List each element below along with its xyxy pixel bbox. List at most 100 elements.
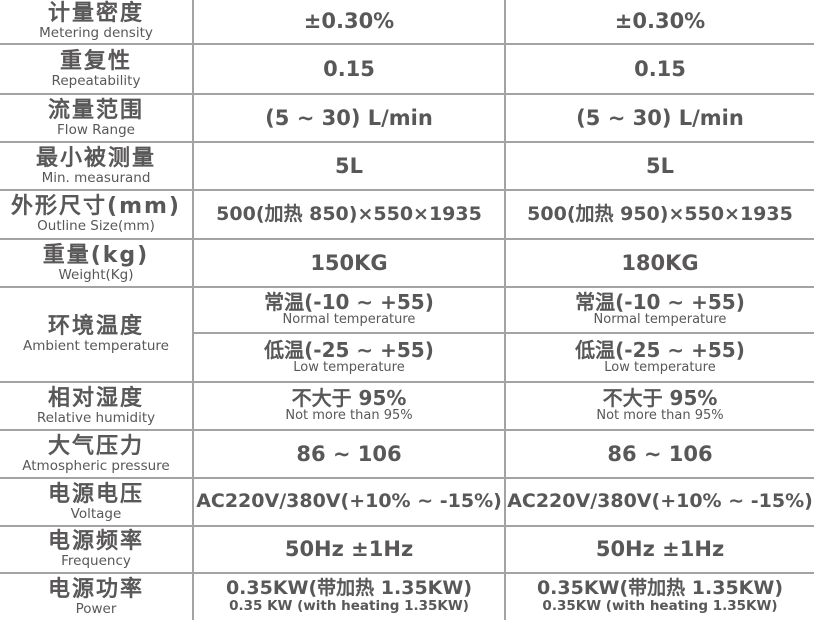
value-main: 低温(-25 ∼ +55): [575, 337, 745, 362]
row-label-en: Atmospheric pressure: [22, 457, 170, 474]
row-label-zh: 电源功率: [47, 576, 144, 602]
row-label-en: Repeatability: [51, 72, 141, 89]
value-sub: 0.35 KW (with heating 1.35KW): [229, 598, 469, 615]
row-label: 计量密度 Metering density: [0, 0, 192, 43]
value-cell-model2: 500(加热 950)×550×1935: [504, 191, 814, 238]
value-cell-model1: (5 ∼ 30) L/min: [192, 95, 504, 141]
value-cell-model1: 不大于 95% Not more than 95%: [192, 383, 504, 429]
row-label: 大气压力 Atmospheric pressure: [0, 431, 192, 477]
value-main: 500(加热 950)×550×1935: [527, 202, 793, 225]
value-cell-model2: 50Hz ±1Hz: [504, 527, 814, 572]
row-label-en: Min. measurand: [41, 169, 151, 186]
spec-row-min-measurand: 最小被测量 Min. measurand 5L 5L: [0, 143, 814, 191]
normal-temperature-subrow: 常温(-10 ∼ +55) Normal temperature 常温(-10 …: [192, 288, 814, 335]
row-label-zh: 大气压力: [47, 433, 144, 459]
spec-row-ambient-temperature: 环境温度 Ambient temperature 常温(-10 ∼ +55) N…: [0, 288, 814, 383]
value-cell-model1: 常温(-10 ∼ +55) Normal temperature: [192, 288, 504, 333]
value-cell-model2: 180KG: [504, 240, 814, 286]
row-label: 电源电压 Voltage: [0, 479, 192, 525]
value-main: 0.15: [323, 56, 375, 81]
value-sub: Not more than 95%: [285, 408, 413, 424]
row-label: 最小被测量 Min. measurand: [0, 143, 192, 189]
row-label-zh: 电源电压: [47, 481, 144, 507]
low-temperature-subrow: 低温(-25 ∼ +55) Low temperature 低温(-25 ∼ +…: [192, 334, 814, 381]
value-main: ±0.30%: [614, 9, 706, 34]
row-label-en: Ambient temperature: [22, 338, 169, 355]
value-cell-model2: ±0.30%: [504, 0, 814, 43]
spec-row-atmospheric-pressure: 大气压力 Atmospheric pressure 86 ∼ 106 86 ∼ …: [0, 431, 814, 479]
temperature-subrows: 常温(-10 ∼ +55) Normal temperature 常温(-10 …: [192, 288, 814, 381]
value-main: 500(加热 850)×550×1935: [216, 202, 482, 225]
row-label-zh: 重复性: [59, 48, 132, 74]
row-label: 电源频率 Frequency: [0, 527, 192, 572]
value-main: 86 ∼ 106: [607, 441, 713, 466]
spec-row-power: 电源功率 Power 0.35KW(带加热 1.35KW) 0.35 KW (w…: [0, 574, 814, 620]
value-cell-model2: 常温(-10 ∼ +55) Normal temperature: [504, 288, 814, 333]
spec-row-metering-density: 计量密度 Metering density ±0.30% ±0.30%: [0, 0, 814, 45]
spec-row-flow-range: 流量范围 Flow Range (5 ∼ 30) L/min (5 ∼ 30) …: [0, 95, 814, 143]
value-cell-model1: 500(加热 850)×550×1935: [192, 191, 504, 238]
value-sub: Low temperature: [604, 359, 716, 375]
value-cell-model2: 0.15: [504, 45, 814, 93]
value-sub: Low temperature: [293, 359, 405, 375]
value-cell-model1: 0.35KW(带加热 1.35KW) 0.35 KW (with heating…: [192, 574, 504, 620]
value-main: 180KG: [621, 250, 699, 275]
value-main: 不大于 95%: [291, 386, 407, 411]
value-cell-model2: AC220V/380V(+10% ∼ -15%): [504, 479, 814, 525]
row-label: 环境温度 Ambient temperature: [0, 288, 192, 381]
value-cell-model2: (5 ∼ 30) L/min: [504, 95, 814, 141]
value-cell-model1: ±0.30%: [192, 0, 504, 43]
spec-row-voltage: 电源电压 Voltage AC220V/380V(+10% ∼ -15%) AC…: [0, 479, 814, 527]
row-label-en: Metering density: [39, 25, 153, 42]
row-label: 外形尺寸(mm) Outline Size(mm): [0, 191, 192, 238]
spec-row-relative-humidity: 相对湿度 Relative humidity 不大于 95% Not more …: [0, 383, 814, 431]
value-main: ±0.30%: [303, 9, 395, 34]
value-main: 低温(-25 ∼ +55): [264, 337, 434, 362]
value-cell-model1: 低温(-25 ∼ +55) Low temperature: [192, 334, 504, 381]
value-cell-model2: 86 ∼ 106: [504, 431, 814, 477]
value-cell-model2: 5L: [504, 143, 814, 189]
row-label: 重量(kg) Weight(Kg): [0, 240, 192, 286]
row-label-zh: 计量密度: [47, 1, 144, 27]
value-sub: Normal temperature: [282, 312, 416, 328]
value-cell-model1: 150KG: [192, 240, 504, 286]
value-cell-model2: 低温(-25 ∼ +55) Low temperature: [504, 334, 814, 381]
value-main: 0.35KW(带加热 1.35KW): [536, 577, 784, 600]
value-main: 不大于 95%: [602, 386, 718, 411]
value-sub: Normal temperature: [593, 312, 727, 328]
row-label-en: Relative humidity: [36, 409, 156, 426]
spec-row-outline-size: 外形尺寸(mm) Outline Size(mm) 500(加热 850)×55…: [0, 191, 814, 240]
spec-row-weight: 重量(kg) Weight(Kg) 150KG 180KG: [0, 240, 814, 288]
row-label-en: Flow Range: [57, 121, 135, 138]
row-label-en: Voltage: [70, 505, 122, 522]
row-label-zh: 相对湿度: [47, 385, 144, 411]
row-label-en: Frequency: [61, 553, 131, 570]
value-main: 5L: [646, 153, 674, 178]
value-main: 5L: [335, 153, 363, 178]
value-cell-model1: AC220V/380V(+10% ∼ -15%): [192, 479, 504, 525]
row-label: 流量范围 Flow Range: [0, 95, 192, 141]
value-sub: Not more than 95%: [596, 408, 724, 424]
row-label-zh: 重量(kg): [42, 242, 150, 268]
value-cell-model1: 5L: [192, 143, 504, 189]
value-main: 50Hz ±1Hz: [595, 537, 725, 562]
value-main: 50Hz ±1Hz: [284, 537, 414, 562]
value-cell-model2: 0.35KW(带加热 1.35KW) 0.35KW (with heating …: [504, 574, 814, 620]
value-main: 86 ∼ 106: [296, 441, 402, 466]
row-label-zh: 电源频率: [47, 529, 144, 555]
row-label: 相对湿度 Relative humidity: [0, 383, 192, 429]
row-label: 电源功率 Power: [0, 574, 192, 620]
row-label-en: Weight(Kg): [58, 266, 134, 283]
value-main: AC220V/380V(+10% ∼ -15%): [507, 490, 813, 513]
value-main: 150KG: [310, 250, 388, 275]
row-label-zh: 环境温度: [47, 314, 144, 340]
value-cell-model1: 86 ∼ 106: [192, 431, 504, 477]
value-main: 0.15: [634, 56, 686, 81]
value-sub: 0.35KW (with heating 1.35KW): [542, 598, 778, 615]
row-label-zh: 最小被测量: [35, 145, 156, 171]
row-label-zh: 外形尺寸(mm): [11, 194, 181, 220]
value-main: (5 ∼ 30) L/min: [265, 105, 433, 130]
value-main: 0.35KW(带加热 1.35KW): [225, 577, 473, 600]
spec-row-frequency: 电源频率 Frequency 50Hz ±1Hz 50Hz ±1Hz: [0, 527, 814, 574]
